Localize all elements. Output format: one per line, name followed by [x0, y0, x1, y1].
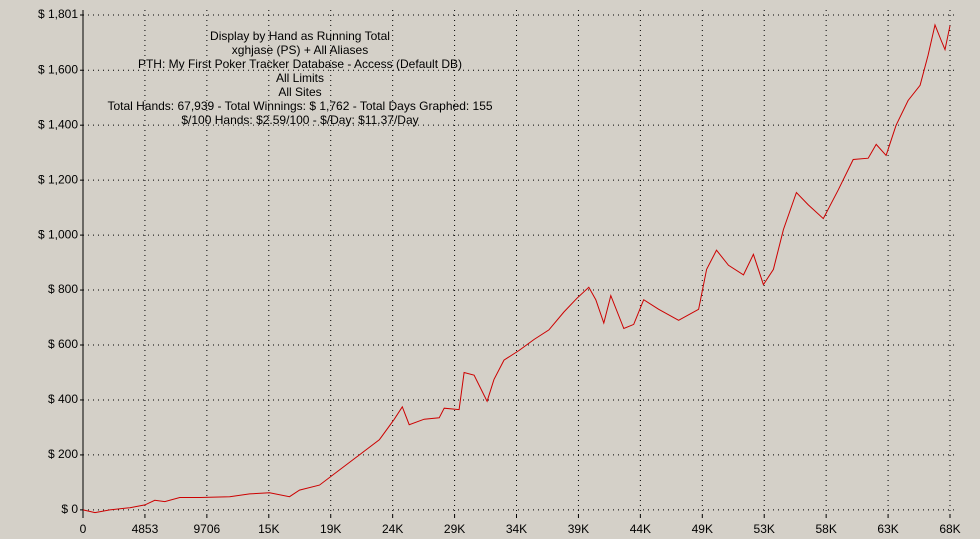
- annotation: All Limits: [276, 71, 324, 85]
- x-tick-label: 24K: [382, 522, 403, 536]
- x-tick-label: 9706: [194, 522, 221, 536]
- annotation: All Sites: [278, 85, 321, 99]
- x-tick-label: 49K: [692, 522, 713, 536]
- y-tick-label: $ 400: [48, 392, 78, 406]
- x-tick-label: 53K: [754, 522, 775, 536]
- y-tick-label: $ 1,801: [38, 7, 78, 21]
- x-tick-label: 19K: [320, 522, 341, 536]
- y-tick-label: $ 1,400: [38, 117, 78, 131]
- x-tick-label: 34K: [506, 522, 527, 536]
- annotation: Total Hands: 67,939 - Total Winnings: $ …: [107, 99, 492, 113]
- y-tick-label: $ 1,200: [38, 172, 78, 186]
- y-tick-label: $ 1,600: [38, 62, 78, 76]
- series-line: [82, 23, 951, 514]
- y-tick-label: $ 800: [48, 282, 78, 296]
- x-tick-label: 58K: [815, 522, 836, 536]
- x-tick-label: 15K: [258, 522, 279, 536]
- y-tick-label: $ 600: [48, 337, 78, 351]
- annotation: xghjase (PS) + All Aliases: [232, 43, 368, 57]
- x-tick-label: 4853: [132, 522, 159, 536]
- y-tick-label: $ 200: [48, 447, 78, 461]
- annotation: $/100 Hands: $2.59/100 - $/Day: $11.37/D…: [181, 113, 418, 127]
- annotation: Display by Hand as Running Total: [210, 29, 390, 43]
- annotation: PTH: My First Poker Tracker Database - A…: [138, 57, 462, 71]
- y-tick-label: $ 0: [61, 502, 78, 516]
- x-tick-label: 44K: [630, 522, 651, 536]
- x-tick-label: 0: [80, 522, 87, 536]
- x-tick-label: 29K: [444, 522, 465, 536]
- x-tick-label: 68K: [939, 522, 960, 536]
- y-tick-label: $ 1,000: [38, 227, 78, 241]
- x-tick-label: 63K: [877, 522, 898, 536]
- x-tick-label: 39K: [568, 522, 589, 536]
